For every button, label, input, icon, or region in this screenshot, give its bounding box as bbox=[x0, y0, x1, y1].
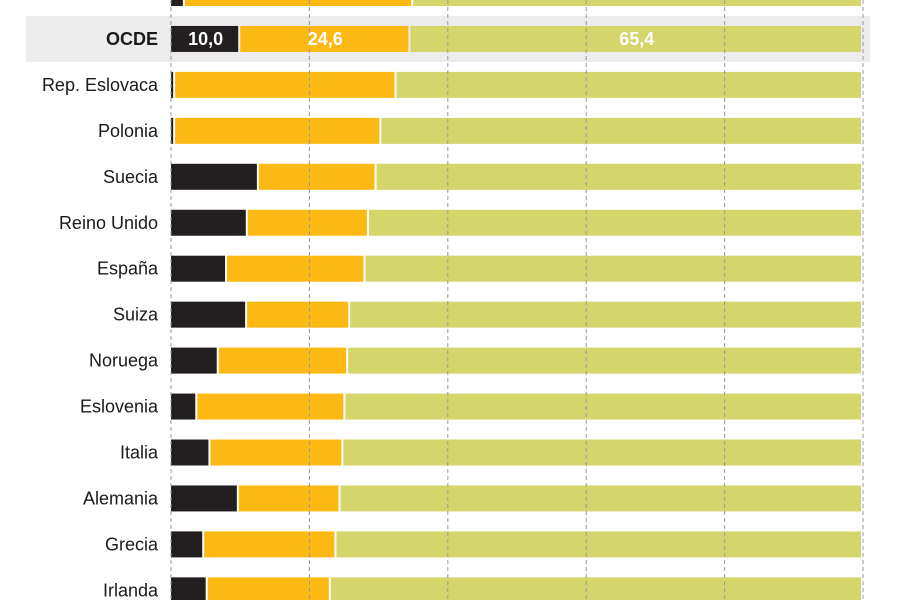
bar-segment bbox=[350, 301, 861, 328]
category-label: Reino Unido bbox=[59, 213, 158, 233]
bar-segment bbox=[171, 301, 246, 328]
bar-segment bbox=[171, 577, 206, 600]
data-label: 24,6 bbox=[308, 29, 343, 49]
category-label: Estonia bbox=[98, 0, 159, 3]
bar-segment bbox=[171, 531, 203, 558]
bar-segment bbox=[171, 255, 226, 282]
bar-segment bbox=[238, 485, 339, 512]
bar-segment bbox=[376, 163, 861, 190]
bar-segment bbox=[227, 255, 364, 282]
bar-segment bbox=[171, 209, 246, 236]
category-label: Noruega bbox=[89, 351, 159, 371]
bar-segment bbox=[175, 117, 380, 144]
bar-segment bbox=[330, 577, 861, 600]
bar-segment bbox=[171, 117, 174, 144]
bar-segment bbox=[348, 347, 862, 374]
category-label: Italia bbox=[120, 443, 159, 463]
bar-segment bbox=[340, 485, 861, 512]
category-label: Grecia bbox=[105, 534, 159, 554]
category-label: Eslovenia bbox=[80, 397, 159, 417]
bar-segment bbox=[171, 485, 237, 512]
bar-segment bbox=[396, 71, 861, 98]
category-label: Polonia bbox=[98, 121, 159, 141]
bar-segment bbox=[171, 71, 174, 98]
bar-segment bbox=[197, 393, 344, 420]
category-label: Suecia bbox=[103, 167, 159, 187]
bar-segment bbox=[258, 163, 375, 190]
category-label: Irlanda bbox=[103, 580, 159, 600]
category-label: Suiza bbox=[113, 305, 159, 325]
bar-segment bbox=[368, 209, 861, 236]
bar-segment bbox=[171, 0, 183, 6]
data-label: 10,0 bbox=[188, 29, 223, 49]
bar-segment bbox=[204, 531, 335, 558]
bar-segment bbox=[247, 209, 367, 236]
bar-segment bbox=[410, 25, 861, 52]
bar-segment bbox=[171, 25, 239, 52]
bar-segment bbox=[171, 393, 196, 420]
category-label: OCDE bbox=[106, 29, 158, 49]
bar-segment bbox=[184, 0, 412, 6]
bar-segment bbox=[218, 347, 347, 374]
category-label: España bbox=[97, 259, 159, 279]
bar-segment bbox=[240, 25, 409, 52]
bar-segment bbox=[247, 301, 349, 328]
category-label: Rep. Eslovaca bbox=[42, 75, 159, 95]
bar-segment bbox=[171, 347, 217, 374]
bar-segment bbox=[210, 439, 342, 466]
data-label: 65,4 bbox=[619, 29, 654, 49]
bar-segment bbox=[207, 577, 329, 600]
bar-segment bbox=[171, 439, 209, 466]
bar-segment bbox=[413, 0, 861, 6]
bar-segment bbox=[381, 117, 861, 144]
bar-segment bbox=[345, 393, 861, 420]
category-label: Alemania bbox=[83, 488, 159, 508]
bar-segment bbox=[175, 71, 395, 98]
bar-segment bbox=[365, 255, 861, 282]
bar-segment bbox=[171, 163, 257, 190]
bar-segment bbox=[343, 439, 862, 466]
bar-segment bbox=[336, 531, 861, 558]
